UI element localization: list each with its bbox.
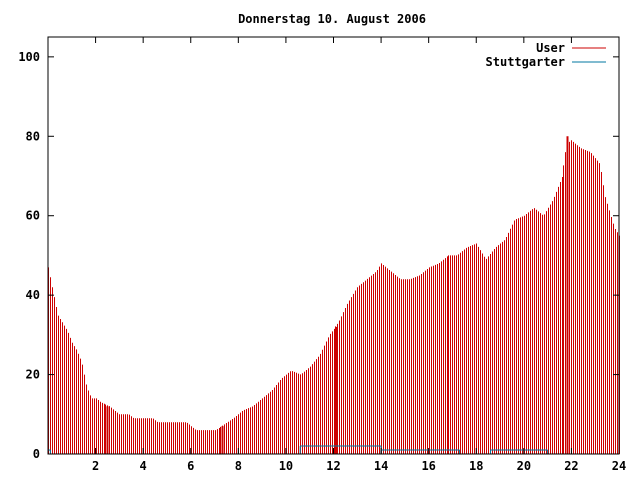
legend-label-stuttgarter: Stuttgarter xyxy=(486,55,565,69)
x-tick-label: 14 xyxy=(374,459,388,473)
x-tick-label: 22 xyxy=(564,459,578,473)
x-tick-label: 16 xyxy=(421,459,435,473)
y-tick-label: 80 xyxy=(26,129,40,143)
user-bars xyxy=(48,136,620,454)
y-tick-label: 40 xyxy=(26,288,40,302)
y-tick-label: 0 xyxy=(33,447,40,461)
x-tick-label: 8 xyxy=(235,459,242,473)
y-tick-label: 20 xyxy=(26,368,40,382)
x-tick-label: 2 xyxy=(92,459,99,473)
chart-title: Donnerstag 10. August 2006 xyxy=(238,12,426,26)
x-tick-label: 24 xyxy=(612,459,626,473)
x-tick-label: 6 xyxy=(187,459,194,473)
x-tick-label: 12 xyxy=(326,459,340,473)
x-tick-label: 20 xyxy=(517,459,531,473)
legend: User Stuttgarter xyxy=(486,41,606,69)
y-tick-label: 60 xyxy=(26,209,40,223)
x-tick-label: 4 xyxy=(140,459,147,473)
legend-label-user: User xyxy=(536,41,565,55)
x-tick-label: 18 xyxy=(469,459,483,473)
y-tick-label: 100 xyxy=(18,50,40,64)
x-tick-label: 10 xyxy=(279,459,293,473)
